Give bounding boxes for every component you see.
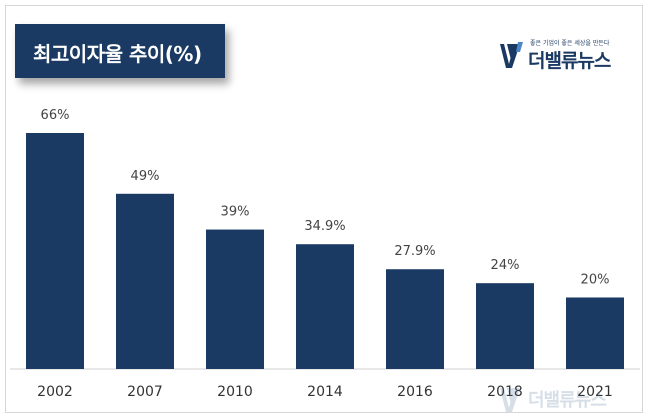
- data-label-2016: 27.9%: [394, 244, 435, 259]
- logo-mark-icon: [500, 42, 523, 68]
- x-tick-2016: 2016: [397, 384, 433, 400]
- data-label-2002: 66%: [41, 108, 70, 123]
- bar-2010: [206, 229, 264, 369]
- watermark-logo: 더밸류뉴스: [498, 384, 638, 412]
- bar-2014: [296, 244, 354, 369]
- chart-title: 최고이자율 추이(%): [33, 42, 202, 66]
- bar-2016: [386, 269, 444, 369]
- x-tick-2002: 2002: [37, 384, 73, 400]
- bar-2007: [116, 193, 174, 369]
- x-tick-2014: 2014: [307, 384, 343, 400]
- watermark-mark-icon: [500, 388, 520, 412]
- watermark-name: 더밸류뉴스: [528, 390, 607, 411]
- logo-tagline: 좋은 기업이 좋은 세상을 만든다: [530, 40, 610, 47]
- x-tick-2007: 2007: [127, 384, 163, 400]
- brand-logo: 좋은 기업이 좋은 세상을 만든다 더밸류뉴스: [498, 38, 638, 78]
- bar-2018: [476, 283, 534, 369]
- data-label-2018: 24%: [491, 258, 520, 273]
- x-tick-2018: 2018: [487, 384, 523, 400]
- data-label-2007: 49%: [131, 169, 160, 184]
- data-label-2010: 39%: [221, 205, 250, 220]
- chart-title-box: 최고이자율 추이(%): [15, 24, 225, 78]
- x-tick-2010: 2010: [217, 384, 253, 400]
- data-label-2021: 20%: [581, 272, 610, 287]
- bar-2021: [566, 297, 624, 369]
- data-label-2014: 34.9%: [304, 219, 345, 234]
- x-tick-2021: 2021: [577, 384, 613, 400]
- logo-name: 더밸류뉴스: [528, 50, 611, 72]
- bar-2002: [26, 133, 84, 369]
